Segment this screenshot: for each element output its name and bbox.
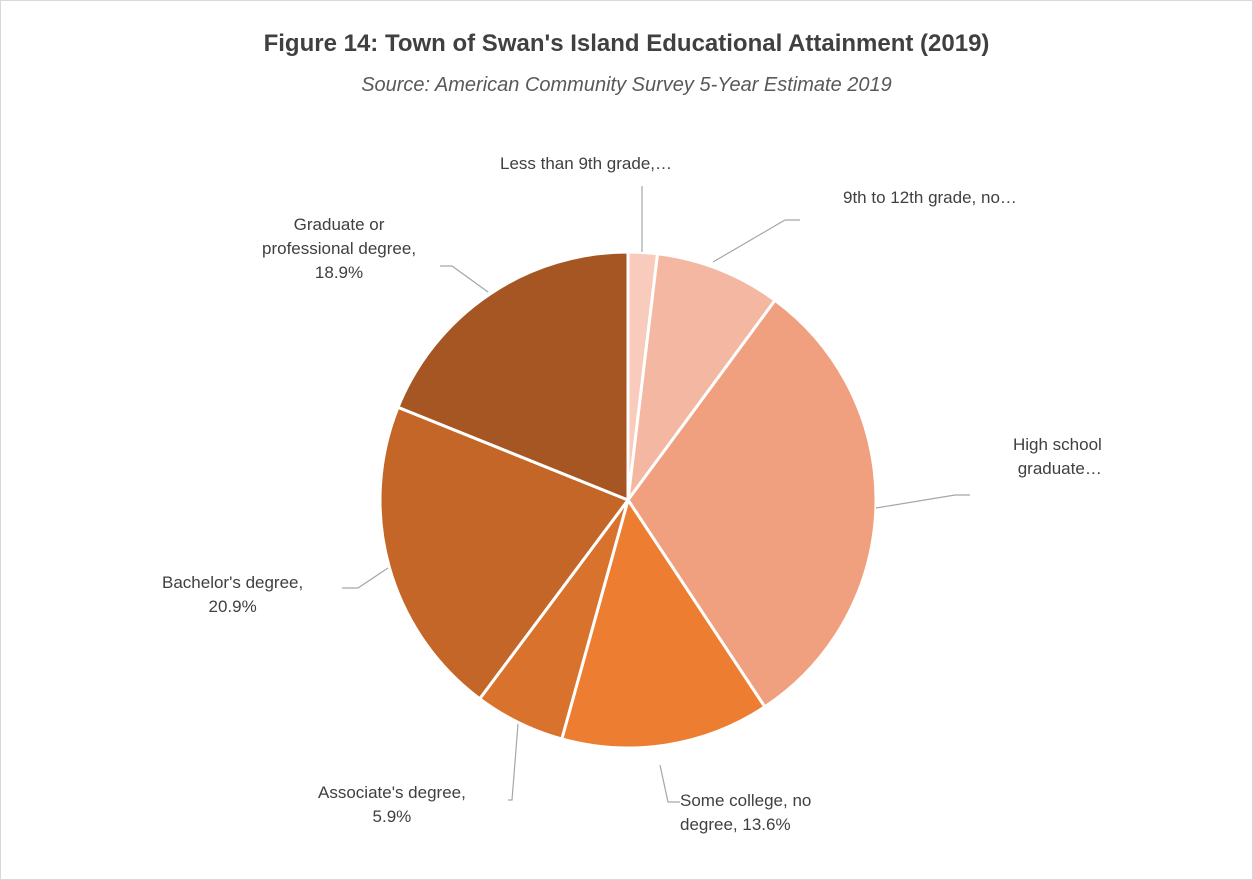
slice-label: Graduate or professional degree, 18.9% [262,213,416,285]
slice-label: Bachelor's degree, 20.9% [162,571,303,619]
pie-slice [559,496,767,750]
pie-slice [378,405,631,701]
leader-line [342,567,389,589]
leader-line [440,265,489,293]
slice-label-line: 5.9% [372,807,412,826]
slice-label-line: Graduate or [293,215,385,234]
slice-label-line: High school [1013,435,1102,454]
slice-label-line: 20.9% [208,597,257,616]
slice-label-line: Some college, no [680,791,812,810]
slice-label-line: 18.9% [314,263,364,282]
pie-slice [626,298,878,709]
leader-line [508,723,519,801]
slice-label: Associate's degree, 5.9% [318,781,466,829]
slice-label: 9th to 12th grade, no… [843,186,1017,210]
slice-label: Some college, no degree, 13.6% [680,789,811,837]
leader-line [875,494,970,509]
slice-label-line: degree, 13.6% [680,815,791,834]
pie-slice [625,252,778,506]
leader-line [712,219,800,263]
chart-title: Figure 14: Town of Swan's Island Educati… [263,30,990,57]
slice-label-line: graduate… [1017,459,1102,478]
slice-label-line: 9th to 12th grade, no… [843,188,1017,207]
chart-subtitle: Source: American Community Survey 5-Year… [361,74,892,96]
slice-label-line: professional degree, [262,239,417,258]
pie-slice [396,250,630,503]
slice-label: Less than 9th grade,… [500,152,672,176]
slice-label-line: Associate's degree, [318,783,466,802]
leader-line [659,764,680,803]
slice-label-line: Less than 9th grade,… [500,154,673,173]
slice-label: High school graduate… [1013,433,1102,481]
slice-label-line: Bachelor's degree, [162,573,304,592]
